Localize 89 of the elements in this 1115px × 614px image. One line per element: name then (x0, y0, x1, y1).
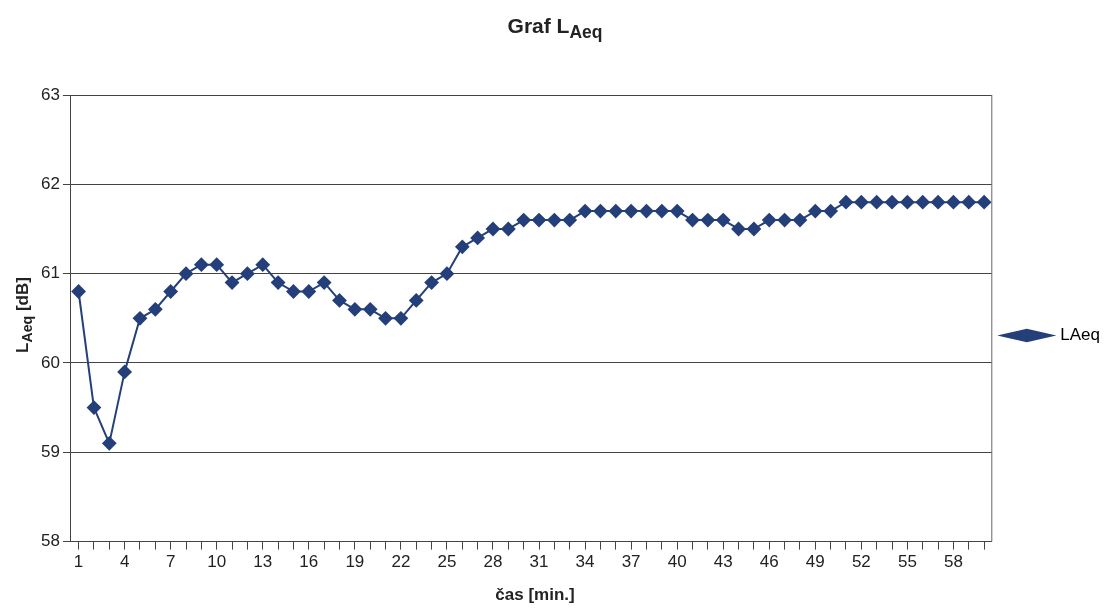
point (317, 275, 332, 290)
y-tick-label: 61 (40, 263, 60, 283)
point (885, 195, 900, 210)
point (838, 195, 853, 210)
x-tick-label: 7 (165, 552, 176, 572)
point (547, 213, 562, 228)
point (332, 293, 347, 308)
point (593, 204, 608, 219)
point (347, 302, 362, 317)
point (132, 311, 147, 326)
x-tick-label: 4 (119, 552, 130, 572)
point (485, 221, 500, 236)
point (179, 266, 194, 281)
x-tick-label: 37 (621, 552, 641, 572)
point (163, 284, 178, 299)
point (624, 204, 639, 219)
point (670, 204, 685, 219)
point (209, 257, 224, 272)
point (409, 293, 424, 308)
x-tick-label: 52 (851, 552, 871, 572)
chart-title: Graf L$_{Aeq}$ (506, 14, 604, 44)
point (854, 195, 869, 210)
point (393, 311, 408, 326)
x-tick-label: 25 (437, 552, 457, 572)
point (762, 213, 777, 228)
point (532, 213, 547, 228)
point (301, 284, 316, 299)
point (731, 221, 746, 236)
point (501, 221, 516, 236)
point (700, 213, 715, 228)
point (654, 204, 669, 219)
point (470, 230, 485, 245)
x-tick-label: 16 (299, 552, 319, 572)
point (608, 204, 623, 219)
x-tick-label: 22 (391, 552, 411, 572)
point (424, 275, 439, 290)
point (562, 213, 577, 228)
y-tick-label: 59 (40, 441, 60, 461)
point (578, 204, 593, 219)
x-tick-label: 28 (483, 552, 503, 572)
y-tick-label: 58 (40, 531, 60, 551)
point (639, 204, 654, 219)
point (240, 266, 255, 281)
point (86, 400, 101, 415)
point (148, 302, 163, 317)
x-tick-label: 10 (207, 552, 227, 572)
point (255, 257, 270, 272)
point (117, 364, 132, 379)
point (516, 213, 531, 228)
point (378, 311, 393, 326)
point (716, 213, 731, 228)
x-tick-label: 43 (713, 552, 733, 572)
x-axis-title: čas [min.] (494, 585, 576, 605)
point (931, 195, 946, 210)
point (102, 436, 117, 451)
x-tick-label: 55 (897, 552, 917, 572)
x-tick-label: 49 (805, 552, 825, 572)
point (194, 257, 209, 272)
point (746, 221, 761, 236)
x-tick-label: 34 (575, 552, 595, 572)
point (977, 195, 992, 210)
y-tick-label: 62 (40, 174, 60, 194)
point (946, 195, 961, 210)
point (685, 213, 700, 228)
point (808, 204, 823, 219)
y-tick-label: 63 (40, 84, 60, 104)
x-tick-label: 31 (529, 552, 549, 572)
point (71, 284, 86, 299)
x-tick-label: 46 (759, 552, 779, 572)
x-tick-label: 1 (73, 552, 84, 572)
point (271, 275, 286, 290)
point (363, 302, 378, 317)
x-tick-label: 58 (943, 552, 963, 572)
point (900, 195, 915, 210)
x-tick-label: 40 (667, 552, 687, 572)
point (286, 284, 301, 299)
point (915, 195, 930, 210)
point (225, 275, 240, 290)
point (455, 239, 470, 254)
point (869, 195, 884, 210)
point (961, 195, 976, 210)
y-tick-label: 60 (40, 352, 60, 372)
point (823, 204, 838, 219)
x-tick-label: 13 (253, 552, 273, 572)
point (792, 213, 807, 228)
point (777, 213, 792, 228)
legend-label: LAeq (1060, 325, 1100, 345)
x-tick-label: 19 (345, 552, 365, 572)
point (439, 266, 454, 281)
